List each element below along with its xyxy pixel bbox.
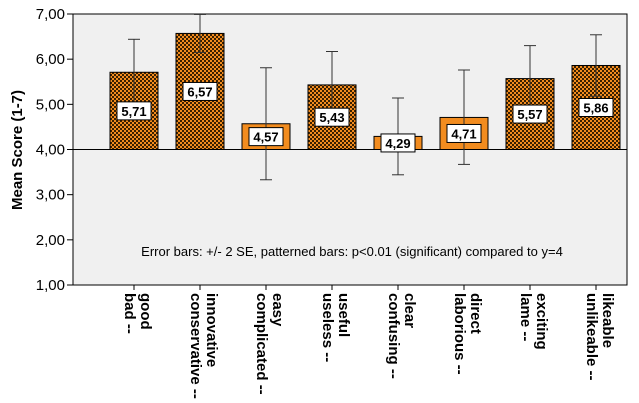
x-category-label: laborious -- xyxy=(451,293,468,375)
x-category-label: clear xyxy=(401,293,418,328)
x-category-label: bad -- xyxy=(121,293,138,334)
data-label-box xyxy=(446,123,482,143)
data-labels: 5,71 6,57 4,57 5,43 4,29 4,71 5,57 5,86 xyxy=(116,81,614,153)
data-label-box xyxy=(314,107,350,127)
y-tick-label: 1,00 xyxy=(36,277,65,294)
data-label-box xyxy=(182,81,218,101)
data-label: 4,71 xyxy=(451,126,476,141)
data-label-box xyxy=(512,104,548,124)
data-label: 5,43 xyxy=(319,110,344,125)
annotation-text: Error bars: +/- 2 SE, patterned bars: p<… xyxy=(141,244,563,259)
x-category-label: useless -- xyxy=(319,293,336,362)
data-label: 4,29 xyxy=(385,136,410,151)
x-category-label: likeable xyxy=(599,293,616,348)
y-axis-title: Mean Score (1-7) xyxy=(9,90,26,210)
data-label-box xyxy=(116,101,152,121)
x-category-label: direct xyxy=(467,293,484,334)
x-category-label: easy xyxy=(269,293,286,327)
y-tick-label: 3,00 xyxy=(36,187,65,204)
x-category-label: unlikeable -- xyxy=(583,293,600,381)
data-label-box xyxy=(248,127,284,147)
x-category-label: useful xyxy=(335,293,352,337)
y-tick-label: 2,00 xyxy=(36,232,65,249)
y-tick-label: 7,00 xyxy=(36,6,65,23)
data-label: 4,57 xyxy=(253,130,278,145)
x-category-label: exciting xyxy=(533,293,550,350)
data-label-box xyxy=(578,97,614,117)
data-label: 5,57 xyxy=(517,107,542,122)
y-tick-label: 4,00 xyxy=(36,142,65,159)
x-category-label: innovative xyxy=(203,293,220,367)
data-label: 6,57 xyxy=(187,84,212,99)
y-tick-label: 5,00 xyxy=(36,96,65,113)
x-category-label: complicated -- xyxy=(253,293,270,395)
data-label-box xyxy=(380,133,416,153)
data-label: 5,86 xyxy=(583,100,608,115)
x-category-label: confusing -- xyxy=(385,293,402,379)
y-tick-label: 6,00 xyxy=(36,51,65,68)
x-category-label: lame -- xyxy=(517,293,534,341)
x-category-label: conservative -- xyxy=(187,293,204,399)
y-axis: 1,00 2,00 3,00 4,00 5,00 6,00 7,00 xyxy=(36,6,73,294)
data-label: 5,71 xyxy=(121,104,146,119)
x-category-labels: bad -- good conservative -- innovative compl… xyxy=(121,285,616,399)
x-category-label: good xyxy=(137,293,154,330)
